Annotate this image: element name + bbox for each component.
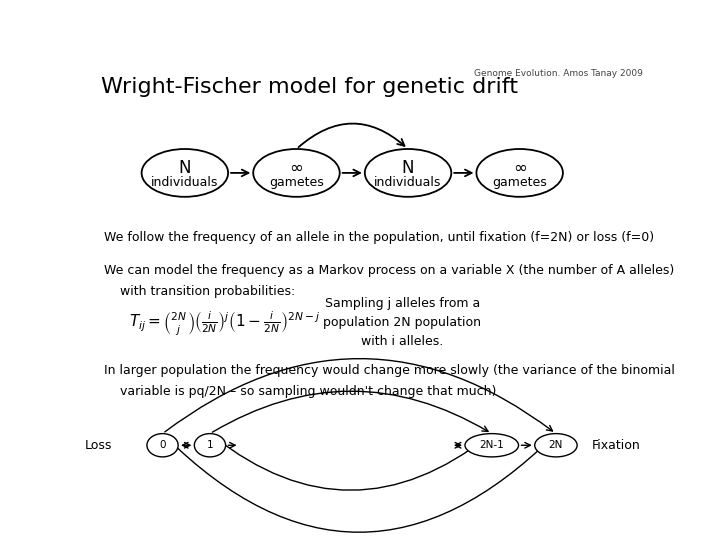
Ellipse shape (194, 434, 225, 457)
Text: We can model the frequency as a Markov process on a variable X (the number of A : We can model the frequency as a Markov p… (104, 265, 674, 278)
Text: gametes: gametes (269, 176, 324, 188)
Text: 2N-1: 2N-1 (480, 440, 504, 450)
Text: ∞: ∞ (513, 159, 526, 177)
Text: Sampling j alleles from a
population 2N population
with i alleles.: Sampling j alleles from a population 2N … (323, 297, 482, 348)
Text: gametes: gametes (492, 176, 547, 188)
Text: individuals: individuals (374, 176, 442, 188)
Text: N: N (402, 159, 414, 177)
Text: ∞: ∞ (289, 159, 303, 177)
Text: Wright-Fischer model for genetic drift: Wright-Fischer model for genetic drift (101, 77, 518, 97)
Text: N: N (179, 159, 191, 177)
Text: individuals: individuals (151, 176, 219, 188)
Text: $T_{ij} = \binom{2N}{j}\left(\frac{i}{2N}\right)^j\left(1-\frac{i}{2N}\right)^{2: $T_{ij} = \binom{2N}{j}\left(\frac{i}{2N… (129, 309, 320, 336)
Ellipse shape (535, 434, 577, 457)
Text: Loss: Loss (85, 439, 112, 452)
Text: Fixation: Fixation (593, 439, 641, 452)
Ellipse shape (142, 149, 228, 197)
Ellipse shape (365, 149, 451, 197)
Text: We follow the frequency of an allele in the population, until fixation (f=2N) or: We follow the frequency of an allele in … (104, 231, 654, 244)
Ellipse shape (147, 434, 178, 457)
Ellipse shape (253, 149, 340, 197)
Text: 1: 1 (207, 440, 213, 450)
Text: variable is pq/2N – so sampling wouldn't change that much): variable is pq/2N – so sampling wouldn't… (104, 385, 496, 398)
Text: 2N: 2N (549, 440, 563, 450)
Text: In larger population the frequency would change more slowly (the variance of the: In larger population the frequency would… (104, 364, 675, 377)
Ellipse shape (477, 149, 563, 197)
Text: Genome Evolution. Amos Tanay 2009: Genome Evolution. Amos Tanay 2009 (474, 69, 642, 78)
Ellipse shape (465, 434, 518, 457)
Text: 0: 0 (159, 440, 166, 450)
Text: with transition probabilities:: with transition probabilities: (104, 285, 295, 298)
